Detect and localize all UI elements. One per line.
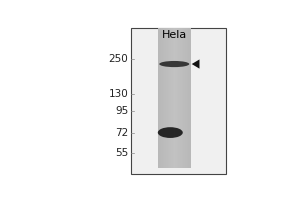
Bar: [184, 28, 185, 168]
Bar: [168, 28, 169, 168]
Bar: [161, 28, 162, 168]
Bar: [169, 28, 170, 168]
Bar: [177, 28, 178, 168]
Bar: [162, 28, 163, 168]
Bar: [172, 28, 173, 168]
Bar: [175, 28, 176, 168]
Bar: [173, 28, 174, 168]
Bar: [189, 28, 190, 168]
Bar: [165, 28, 166, 168]
Bar: [181, 28, 182, 168]
Bar: [179, 28, 180, 168]
Bar: [164, 28, 165, 168]
Bar: [158, 28, 159, 168]
Text: 55: 55: [115, 148, 128, 158]
Text: 250: 250: [108, 54, 128, 64]
Bar: [163, 28, 164, 168]
Text: 95: 95: [115, 106, 128, 116]
Bar: [178, 28, 179, 168]
Bar: [182, 28, 183, 168]
Ellipse shape: [158, 127, 183, 138]
Bar: [171, 28, 172, 168]
Bar: [166, 28, 167, 168]
Text: Hela: Hela: [162, 30, 187, 40]
Text: 72: 72: [115, 128, 128, 138]
Ellipse shape: [159, 61, 189, 67]
Bar: [130, 28, 226, 174]
Bar: [185, 28, 186, 168]
Bar: [188, 28, 189, 168]
Bar: [176, 28, 177, 168]
Bar: [187, 28, 188, 168]
Bar: [174, 28, 175, 168]
Bar: [159, 28, 160, 168]
Bar: [160, 28, 161, 168]
Bar: [180, 28, 181, 168]
Bar: [183, 28, 184, 168]
Text: 130: 130: [108, 89, 128, 99]
Polygon shape: [192, 59, 200, 69]
Bar: [170, 28, 171, 168]
Bar: [190, 28, 191, 168]
Bar: [186, 28, 187, 168]
Bar: [167, 28, 168, 168]
